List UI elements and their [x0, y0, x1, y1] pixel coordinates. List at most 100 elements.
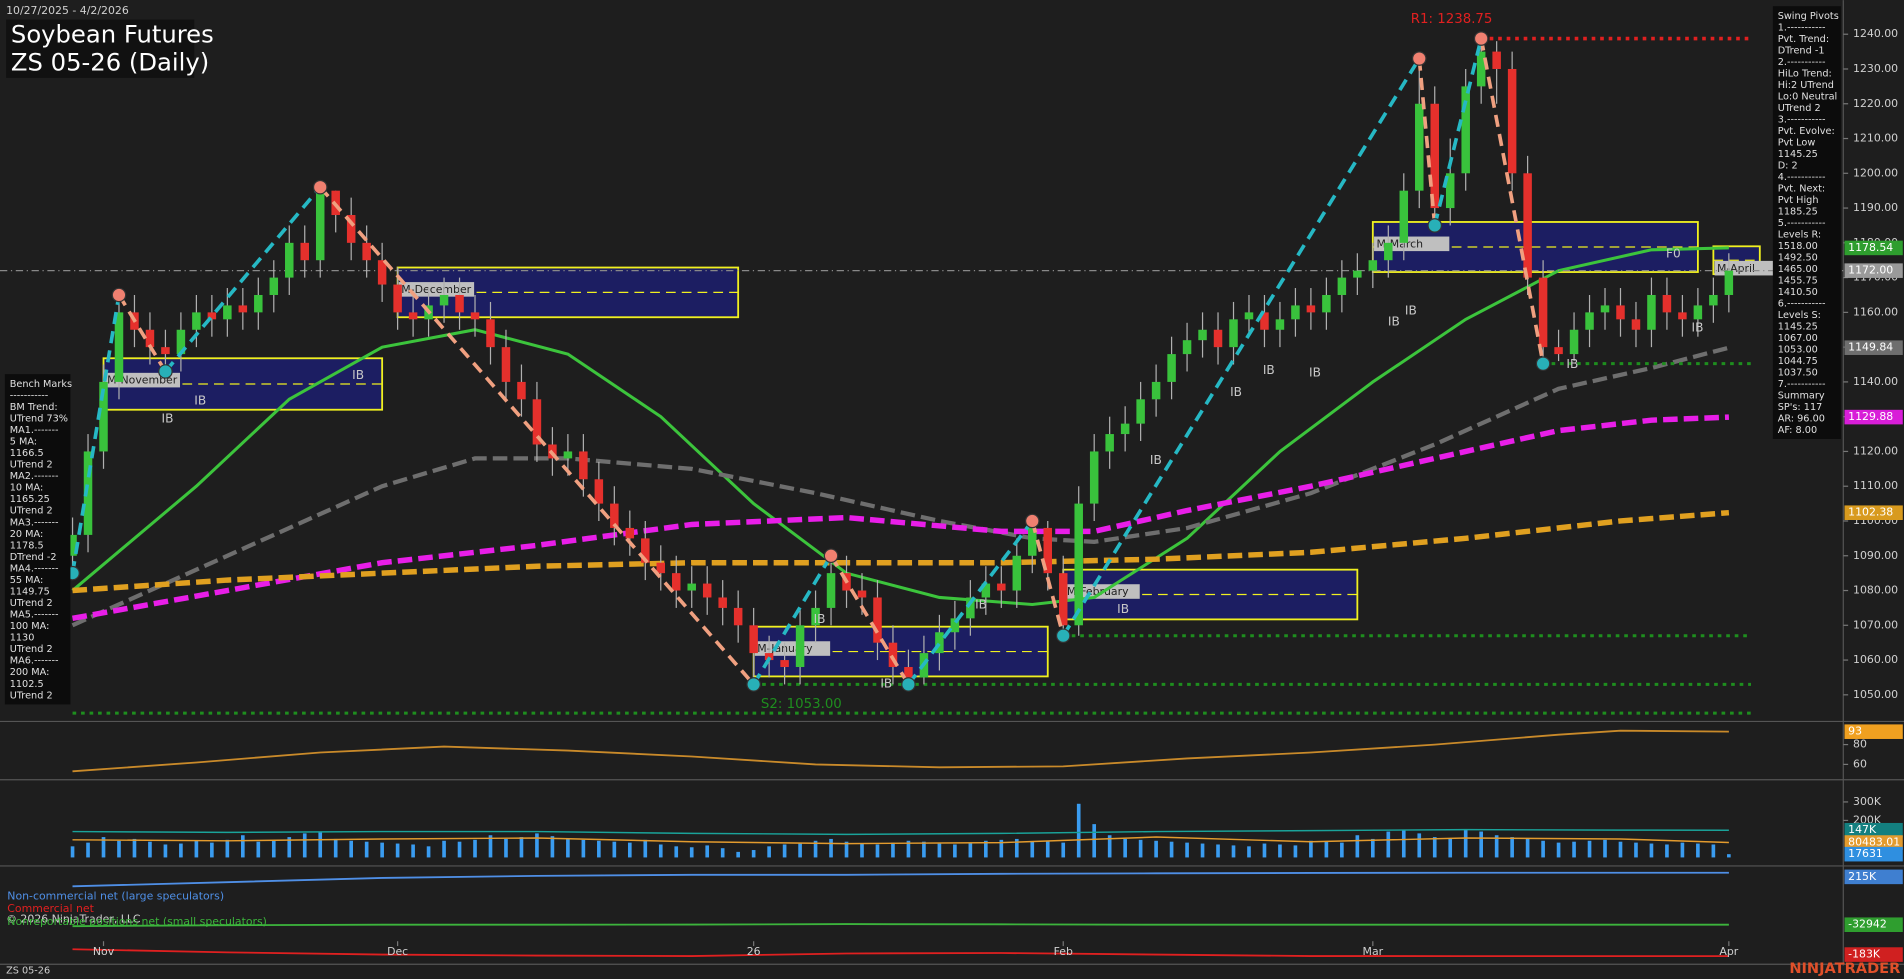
- y-tick-label: 1240.00: [1853, 27, 1898, 40]
- candle-body: [1167, 354, 1176, 382]
- volume-bar: [906, 840, 911, 858]
- volume-bar: [426, 846, 431, 858]
- volume-bar: [1340, 842, 1344, 858]
- info-line: 1178.5: [10, 540, 44, 551]
- candle-body: [1399, 190, 1409, 243]
- y-tick-label: 1210.00: [1853, 132, 1898, 145]
- axis-marker-box: [1844, 505, 1903, 520]
- candle-body: [470, 312, 480, 320]
- volume-bar: [1649, 843, 1654, 858]
- annotation: IB: [1263, 363, 1275, 377]
- info-line: UTrend 2: [10, 598, 53, 609]
- pivot-point: [1411, 51, 1427, 66]
- candle-body: [1291, 305, 1300, 320]
- volume-bar: [937, 843, 942, 858]
- candle-body: [207, 312, 217, 320]
- annotation: IB: [162, 412, 174, 426]
- candle-body: [1476, 51, 1486, 87]
- candle-body: [254, 294, 263, 313]
- volume-bar: [1665, 844, 1669, 858]
- pivot-leg: [752, 554, 833, 686]
- info-line: 1067.00: [1778, 333, 1818, 344]
- pivot-leg: [1061, 57, 1421, 637]
- candle-body: [857, 590, 867, 598]
- candle-body: [1322, 294, 1331, 313]
- axis-marker-box: [1844, 340, 1903, 355]
- pivot-leg: [70, 294, 121, 574]
- pivot-leg: [117, 294, 167, 373]
- candle-body: [1647, 294, 1656, 330]
- volume-line: [72, 828, 1729, 836]
- info-line: 55 MA:: [10, 575, 44, 586]
- info-line: Pvt. Next:: [1778, 183, 1825, 194]
- volume-bar: [1417, 833, 1422, 858]
- candle-body: [1260, 312, 1269, 330]
- candle-body: [1213, 329, 1223, 348]
- box-label: M-December: [401, 283, 471, 296]
- y-tick-label: 1190.00: [1853, 201, 1898, 214]
- axis-marker-box: [1844, 947, 1903, 962]
- y-tick-label: 300K: [1853, 795, 1882, 808]
- candle-body: [1074, 503, 1083, 626]
- candle-body: [1182, 340, 1192, 355]
- info-line: D: 2: [1778, 160, 1798, 171]
- info-line: 1166.5: [10, 448, 44, 459]
- box-label-bg: [398, 282, 475, 297]
- info-line: 1.-----------: [1778, 22, 1826, 33]
- info-line: Pvt Low: [1778, 137, 1816, 148]
- candle-body: [362, 242, 371, 261]
- info-line: 5 MA:: [10, 437, 37, 448]
- candle-body: [176, 329, 186, 355]
- axis-marker-label: 1178.54: [1848, 241, 1893, 254]
- candle-body: [1445, 173, 1455, 209]
- volume-bar: [1123, 838, 1127, 858]
- info-line: 2.-----------: [1778, 57, 1826, 68]
- volume-bar: [519, 837, 524, 858]
- info-line: 6.-----------: [1778, 298, 1826, 309]
- info-line: Summary: [1778, 390, 1825, 401]
- volume-bar: [364, 841, 369, 858]
- box-label-bg: [1714, 260, 1790, 276]
- volume-bar: [163, 844, 168, 858]
- info-line: 1185.25: [1778, 206, 1818, 217]
- candle-body: [1616, 305, 1625, 320]
- volume-bar: [844, 841, 849, 858]
- volume-bar: [658, 844, 663, 858]
- volume-bar: [1587, 840, 1592, 858]
- volume-bar: [380, 842, 384, 858]
- info-line: MA5.-------: [10, 610, 59, 621]
- annotation: IB: [1692, 321, 1704, 335]
- volume-bar: [1309, 840, 1313, 858]
- candle-body: [408, 312, 418, 320]
- pivot-point: [111, 287, 127, 303]
- volume-bar: [86, 842, 90, 858]
- info-line: UTrend 2: [10, 690, 53, 701]
- annotation: IB: [1117, 602, 1129, 616]
- candle-body: [532, 399, 542, 445]
- candle-body: [346, 215, 356, 243]
- plot-layer: 1050.001060.001070.001080.001090.001100.…: [0, 12, 1898, 958]
- brand: NINJATRADER: [1789, 960, 1900, 977]
- candle-body: [826, 573, 836, 608]
- volume-bar: [1603, 839, 1607, 858]
- candle-body: [393, 284, 402, 313]
- volume-bar: [813, 840, 818, 858]
- volume-bar: [333, 838, 338, 858]
- pivot-leg: [164, 186, 322, 373]
- candle-body: [1461, 86, 1470, 174]
- candle-body: [1415, 103, 1424, 191]
- volume-bar: [148, 841, 152, 858]
- axis-marker-label: 93: [1848, 725, 1862, 738]
- y-tick-label: 1110.00: [1853, 479, 1898, 492]
- info-line: 1145.25: [1778, 149, 1818, 160]
- info-line: Pvt High: [1778, 195, 1819, 206]
- volume-bar: [1324, 841, 1329, 858]
- candle-body: [1120, 423, 1130, 435]
- candle-body: [563, 451, 573, 459]
- info-line: MA4.-------: [10, 563, 59, 574]
- y-tick-label: 1060.00: [1853, 653, 1898, 666]
- volume-bar: [1727, 854, 1731, 858]
- candle-body: [981, 583, 991, 598]
- candle-body: [950, 618, 960, 633]
